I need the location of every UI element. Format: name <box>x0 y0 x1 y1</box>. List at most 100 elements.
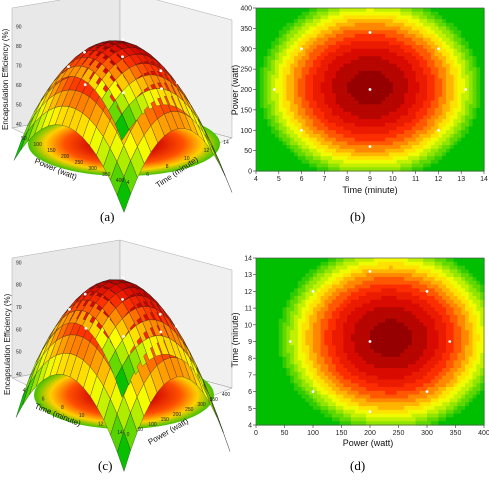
heatmap-cell <box>343 22 348 28</box>
heatmap-cell <box>396 375 401 381</box>
heatmap-cell <box>278 352 284 358</box>
heatmap-cell <box>324 311 329 316</box>
heatmap-cell <box>381 133 386 139</box>
heatmap-cell <box>457 133 462 139</box>
heatmap-cell <box>396 299 401 305</box>
heatmap-cell <box>392 22 398 28</box>
heatmap-cell <box>309 108 314 113</box>
heatmap-cell <box>389 330 394 335</box>
heatmap-cell <box>400 337 405 343</box>
heatmap-cell <box>332 265 337 270</box>
heatmap-cell <box>461 19 466 24</box>
heatmap-cell <box>354 119 360 124</box>
heatmap-cell <box>366 30 371 35</box>
heatmap-cell <box>461 37 466 42</box>
heatmap-cell <box>297 137 303 142</box>
heatmap-cell <box>457 52 462 57</box>
heatmap-cell <box>351 141 356 146</box>
heatmap-cell <box>480 93 485 98</box>
heatmap-cell <box>335 67 341 72</box>
heatmap-cell <box>301 89 306 94</box>
heatmap-cell <box>275 70 280 76</box>
x-tick-label: 10 <box>184 156 190 162</box>
heatmap-cell <box>267 82 272 87</box>
heatmap-cell <box>423 96 428 102</box>
heatmap-cell <box>313 63 318 68</box>
heatmap-cell <box>320 307 325 312</box>
heatmap-cell <box>282 63 287 68</box>
heatmap-cell <box>332 41 337 46</box>
heatmap-cell <box>335 104 341 109</box>
heatmap-cell <box>465 78 470 83</box>
heatmap-cell <box>339 413 344 419</box>
heatmap-cell <box>472 96 477 102</box>
heatmap-cell <box>438 145 443 150</box>
heatmap-cell <box>271 126 276 131</box>
heatmap-cell <box>347 413 352 419</box>
heatmap-cell <box>335 78 341 83</box>
heatmap-cell <box>339 402 344 407</box>
heatmap-cell <box>267 56 272 61</box>
heatmap-cell <box>275 63 280 68</box>
heatmap-cell <box>411 119 417 124</box>
heatmap-cell <box>320 383 325 388</box>
heatmap-cell <box>419 78 424 83</box>
heatmap-cell <box>309 111 314 117</box>
heatmap-cell <box>328 337 333 343</box>
heatmap-cell <box>286 167 291 172</box>
heatmap-cell <box>362 133 367 139</box>
heatmap-cell <box>468 104 474 109</box>
heatmap-cell <box>480 89 485 94</box>
x-tick-label: 0 <box>127 432 130 438</box>
heatmap-cell <box>389 288 394 293</box>
heatmap-cell <box>362 265 367 270</box>
heatmap-cell <box>256 100 261 105</box>
heatmap-cell <box>476 8 481 13</box>
heatmap-cell <box>316 341 322 346</box>
heatmap-cell <box>408 15 413 20</box>
heatmap-cell <box>385 394 390 400</box>
heatmap-cell <box>282 379 287 384</box>
heatmap-cell <box>446 85 451 91</box>
heatmap-cell <box>309 326 314 331</box>
heatmap-cell <box>286 406 291 411</box>
heatmap-cell <box>294 74 299 79</box>
heatmap-cell <box>275 413 280 419</box>
heatmap-cell <box>309 167 314 172</box>
heatmap-cell <box>324 330 329 335</box>
heatmap-cell <box>427 115 432 120</box>
heatmap-cell <box>282 295 287 301</box>
heatmap-cell <box>442 78 447 83</box>
heatmap-cell <box>267 96 272 102</box>
heatmap-cell <box>419 152 424 157</box>
heatmap-cell <box>392 163 398 168</box>
heatmap-cell <box>297 375 303 381</box>
heatmap-cell <box>347 74 352 79</box>
heatmap-cell <box>396 137 401 142</box>
heatmap-cell <box>373 295 379 301</box>
heatmap-cell <box>339 311 344 316</box>
heatmap-cell <box>282 265 287 270</box>
heatmap-cell <box>389 108 394 113</box>
heatmap-cell <box>415 159 420 165</box>
heatmap-cell <box>385 100 390 105</box>
heatmap-cell <box>278 276 284 282</box>
heatmap-cell <box>294 59 299 65</box>
heatmap-cell <box>430 56 436 61</box>
heatmap-cell <box>419 67 424 72</box>
heatmap-cell <box>468 137 474 142</box>
heatmap-cell <box>316 156 322 161</box>
heatmap-cell <box>286 258 291 263</box>
heatmap-cell <box>472 37 477 42</box>
x-tick-label: 8 <box>345 176 349 183</box>
heatmap-cell <box>377 70 382 76</box>
heatmap-cell <box>332 30 337 35</box>
heatmap-cell <box>313 299 318 305</box>
heatmap-cell <box>430 63 436 68</box>
heatmap-cell <box>480 45 485 50</box>
heatmap-cell <box>313 137 318 142</box>
heatmap-cell <box>449 122 455 128</box>
surface-facet <box>218 159 233 193</box>
heatmap-cell <box>316 8 322 13</box>
heatmap-cell <box>328 19 333 24</box>
